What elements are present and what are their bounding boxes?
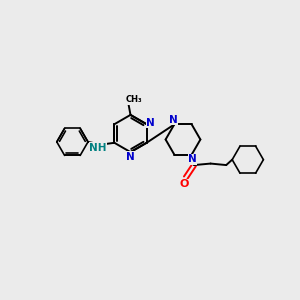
Text: CH₃: CH₃	[125, 95, 142, 104]
Text: N: N	[146, 118, 155, 128]
Text: N: N	[169, 115, 178, 125]
Text: NH: NH	[89, 143, 106, 153]
Text: O: O	[179, 179, 189, 189]
Text: N: N	[188, 154, 197, 164]
Text: N: N	[126, 152, 135, 162]
